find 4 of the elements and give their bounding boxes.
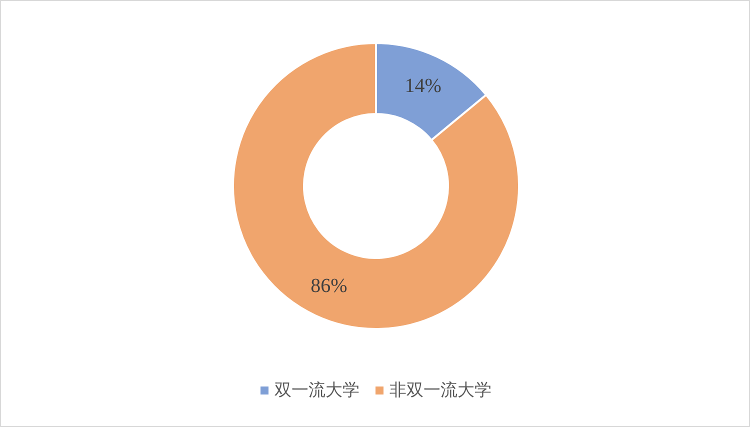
data-label: 86% [310,274,348,297]
legend-label: 非双一流大学 [390,380,492,400]
legend-label: 双一流大学 [274,380,360,400]
data-label: 14% [404,75,442,98]
